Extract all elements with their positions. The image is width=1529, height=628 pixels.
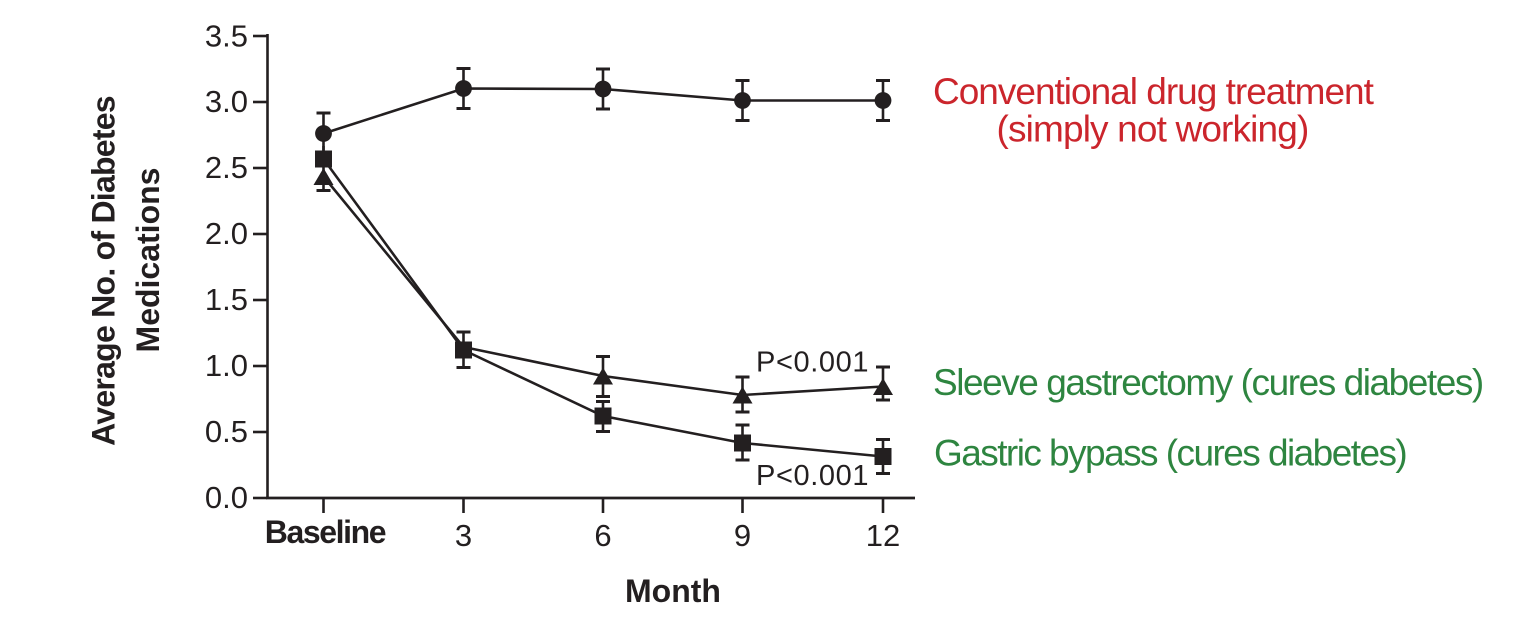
svg-text:2.5: 2.5 [205,150,248,185]
svg-text:Month: Month [625,573,721,609]
svg-text:P<0.001: P<0.001 [756,460,869,492]
svg-text:3: 3 [455,518,472,553]
svg-text:9: 9 [734,518,751,553]
svg-text:Gastric bypass (cures diabetes: Gastric bypass (cures diabetes) [934,433,1406,474]
svg-text:Average No. of Diabetes: Average No. of Diabetes [86,96,122,446]
svg-text:3.0: 3.0 [205,84,248,119]
svg-text:Conventional drug treatment: Conventional drug treatment [933,71,1375,112]
svg-text:12: 12 [866,518,900,553]
svg-text:Baseline: Baseline [265,514,386,550]
svg-text:P<0.001: P<0.001 [756,347,869,379]
svg-text:3.5: 3.5 [205,19,248,54]
svg-text:(simply not working): (simply not working) [997,109,1309,150]
svg-text:1.5: 1.5 [205,282,248,317]
svg-text:Medications: Medications [130,168,166,353]
svg-text:6: 6 [594,518,611,553]
svg-text:2.0: 2.0 [205,216,248,251]
svg-text:1.0: 1.0 [205,348,248,383]
svg-text:Sleeve gastrectomy (cures diab: Sleeve gastrectomy (cures diabetes) [933,362,1483,403]
svg-text:0.5: 0.5 [205,414,248,449]
svg-text:0.0: 0.0 [205,480,248,515]
